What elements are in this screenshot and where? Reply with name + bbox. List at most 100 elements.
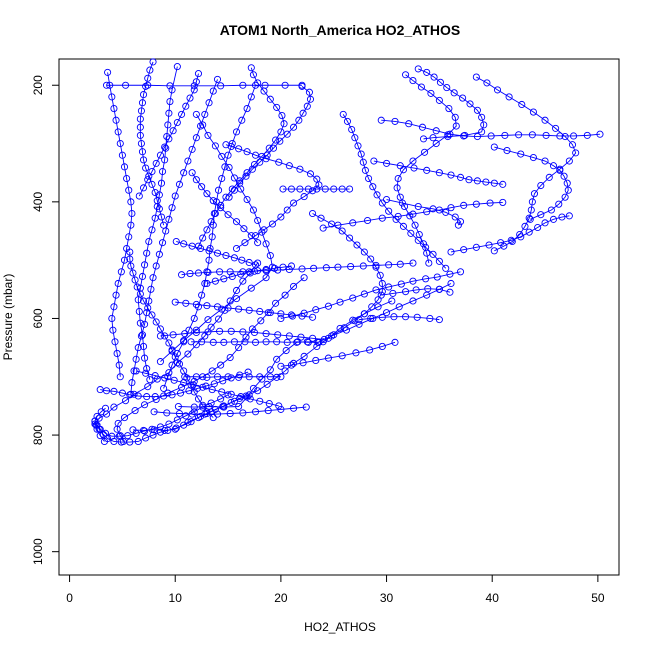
data-point (518, 100, 526, 109)
data-series (339, 110, 450, 272)
data-point (243, 105, 251, 113)
data-point (338, 352, 346, 360)
data-point (281, 291, 289, 299)
data-point (112, 291, 120, 299)
data-point (192, 176, 200, 184)
data-point (451, 213, 459, 221)
data-point (170, 376, 178, 384)
data-point (166, 98, 174, 106)
data-point (161, 374, 169, 382)
data-point (127, 262, 135, 270)
data-point (426, 314, 434, 323)
data-point (338, 227, 346, 235)
data-point (412, 286, 420, 294)
data-point (156, 151, 164, 159)
data-point (346, 185, 354, 193)
data-point (360, 290, 368, 298)
data-point (486, 199, 494, 207)
data-point (423, 208, 431, 216)
data-point (319, 224, 327, 232)
data-point (296, 165, 304, 173)
data-point (287, 311, 296, 319)
data-point (161, 156, 169, 164)
data-point (299, 109, 307, 117)
data-point (144, 74, 152, 82)
data-series (156, 110, 276, 366)
data-point (203, 226, 211, 234)
data-point (143, 249, 151, 257)
data-point (92, 421, 100, 429)
data-point (393, 184, 401, 192)
data-series (150, 403, 310, 418)
data-point (243, 195, 251, 204)
data-point (211, 142, 219, 150)
data-point (312, 356, 320, 364)
data-point (395, 303, 403, 311)
data-point (144, 176, 152, 184)
data-point (378, 199, 386, 207)
data-point (187, 418, 195, 426)
data-point (114, 128, 122, 136)
data-point (283, 130, 291, 138)
data-point (388, 297, 396, 305)
data-point (150, 408, 158, 416)
data-point (254, 79, 262, 87)
data-point (224, 373, 232, 381)
data-point (537, 181, 545, 190)
data-point (442, 208, 450, 216)
data-point (266, 251, 274, 260)
data-point (131, 276, 139, 284)
data-point (376, 271, 384, 279)
data-point (287, 361, 296, 369)
data-point (270, 264, 279, 272)
data-point (172, 237, 180, 246)
data-point (120, 256, 129, 264)
data-point (410, 164, 418, 172)
data-point (178, 110, 186, 118)
data-point (125, 233, 133, 241)
data-point (198, 291, 206, 299)
data-point (103, 387, 111, 395)
data-point (541, 157, 549, 165)
data-point (260, 87, 268, 95)
data-point (298, 312, 306, 320)
data-series (96, 368, 252, 401)
series-layer (91, 58, 604, 446)
data-point (372, 261, 380, 269)
data-point (421, 148, 429, 156)
data-point (423, 166, 431, 174)
data-point (264, 407, 272, 415)
data-point (273, 338, 281, 346)
data-point (245, 258, 253, 267)
data-point (173, 119, 181, 127)
data-point (527, 206, 535, 214)
data-point (558, 213, 566, 221)
data-point (452, 122, 460, 130)
data-point (287, 262, 296, 270)
data-point (409, 157, 417, 165)
data-point (443, 84, 451, 92)
data-point (450, 89, 458, 97)
data-point (299, 359, 307, 367)
data-point (156, 428, 164, 436)
data-point (295, 116, 303, 124)
data-point (164, 121, 172, 129)
data-point (245, 268, 253, 276)
data-point (141, 427, 149, 435)
data-point (306, 95, 315, 103)
data-point (224, 391, 232, 399)
data-point (220, 402, 228, 410)
data-point (114, 419, 122, 427)
data-point (349, 219, 357, 227)
data-point (425, 259, 433, 267)
data-point (216, 327, 224, 335)
data-point (280, 120, 288, 128)
data-point (190, 314, 198, 323)
data-point (459, 94, 467, 102)
data-point (213, 410, 222, 418)
data-point (213, 303, 222, 311)
data-point (148, 180, 156, 188)
data-point (175, 409, 183, 418)
series-line (476, 76, 577, 252)
data-point (132, 429, 140, 437)
